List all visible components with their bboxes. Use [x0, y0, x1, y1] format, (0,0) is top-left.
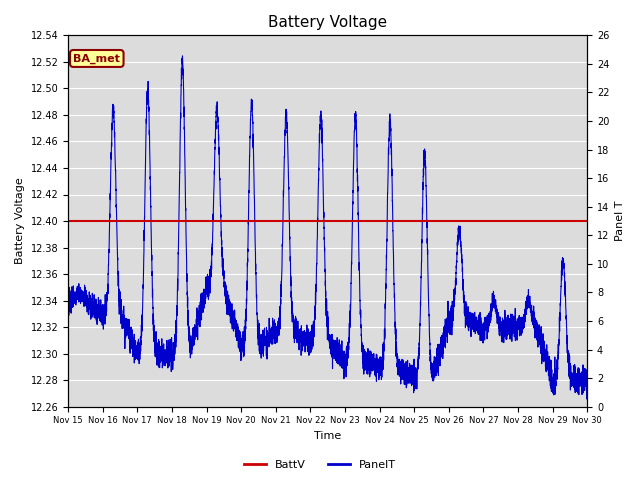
Y-axis label: Battery Voltage: Battery Voltage [15, 178, 25, 264]
Y-axis label: Panel T: Panel T [615, 201, 625, 241]
Legend: BattV, PanelT: BattV, PanelT [239, 456, 401, 474]
X-axis label: Time: Time [314, 431, 341, 441]
Text: BA_met: BA_met [74, 53, 120, 63]
Title: Battery Voltage: Battery Voltage [268, 15, 387, 30]
